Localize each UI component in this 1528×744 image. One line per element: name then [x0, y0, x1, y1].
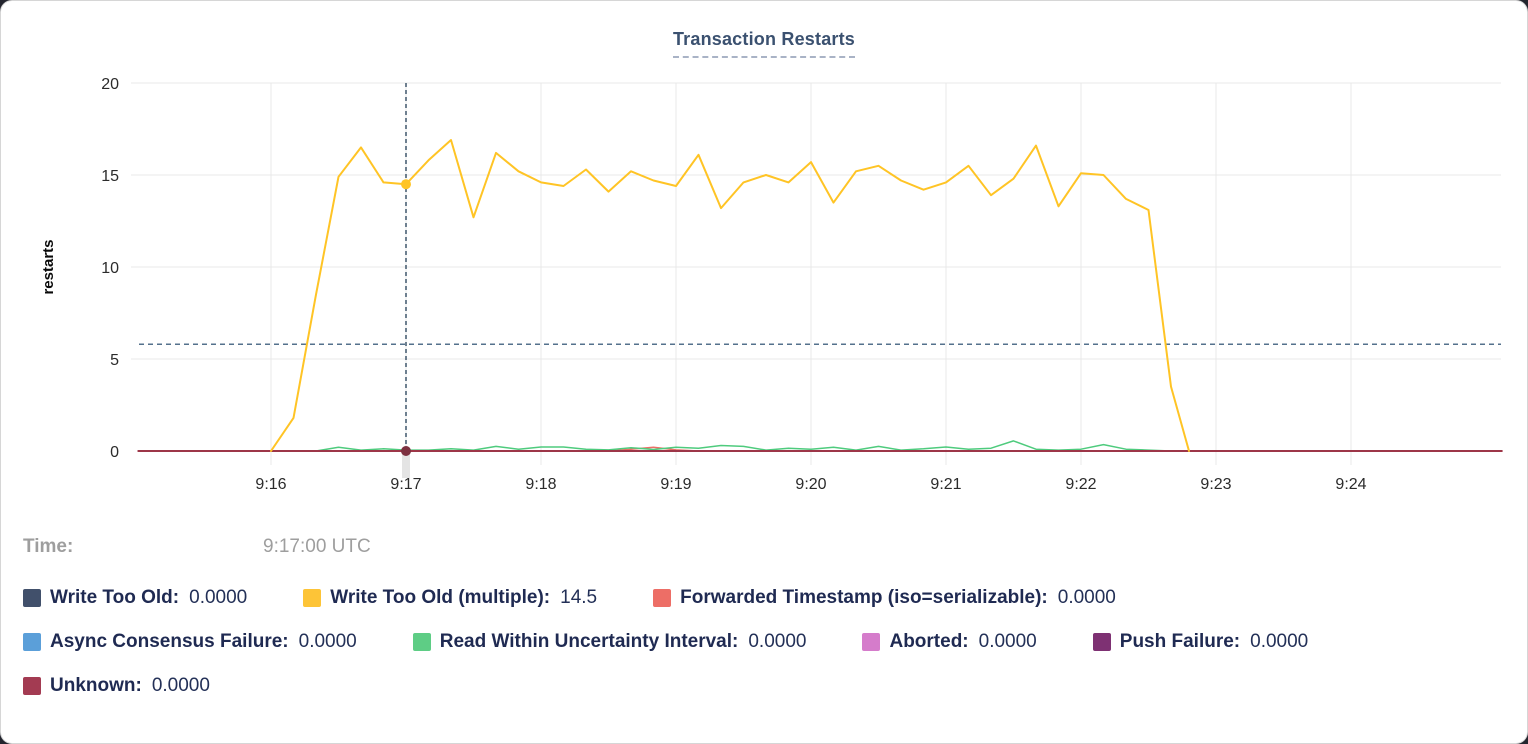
legend-label: Write Too Old: [50, 587, 180, 608]
y-axis-tick-label: 15 [101, 168, 119, 185]
hover-dot-baseline [401, 446, 411, 456]
x-axis-tick-label: 9:24 [1335, 476, 1366, 493]
x-axis-tick-label: 9:22 [1065, 476, 1096, 493]
legend-swatch-forwarded-timestamp-iso-serializable [653, 589, 672, 607]
legend-item-write-too-old: Write Too Old: 0.0000 [23, 587, 247, 609]
x-axis-tick-label: 9:18 [525, 476, 556, 493]
legend-swatch-unknown [23, 677, 41, 695]
legend-item-forwarded-timestamp-iso-serializable: Forwarded Timestamp (iso=serializable): 0… [653, 587, 1116, 609]
legend-row: Unknown: 0.0000 [23, 675, 1513, 697]
hover-axis-tick [402, 452, 410, 478]
legend-row: Write Too Old: 0.0000 Write Too Old (multi… [23, 587, 1513, 609]
legend-label: Read Within Uncertainty Interval: [439, 631, 739, 652]
legend-value: 0.0000 [978, 631, 1037, 652]
x-axis-tick-label: 9:21 [930, 476, 961, 493]
legend-value: 0.0000 [298, 631, 357, 652]
chart-title[interactable]: Transaction Restarts [672, 29, 856, 58]
series-line-write-too-old-multiple- [270, 139, 1190, 452]
legend-swatch-write-too-old-multiple [303, 589, 322, 607]
tooltip-time-value: 9:17:00 UTC [263, 536, 371, 557]
legend-value: 0.0000 [189, 587, 248, 608]
x-axis-tick-label: 9:20 [795, 476, 826, 493]
legend-row: Async Consensus Failure: 0.0000 Read Withi… [23, 631, 1513, 653]
legend-value: 0.0000 [1057, 587, 1116, 608]
x-axis-tick-label: 9:19 [660, 476, 691, 493]
y-axis-title: restarts [40, 239, 57, 294]
legend-item-read-within-uncertainty-interval: Read Within Uncertainty Interval: 0.0000 [412, 631, 807, 653]
tooltip-time-label: Time: [23, 536, 74, 557]
y-axis-tick-label: 0 [110, 444, 119, 461]
legend-label: Aborted: [889, 631, 969, 652]
legend-item-aborted: Aborted: 0.0000 [862, 631, 1037, 653]
legend-label: Unknown: [50, 675, 142, 696]
y-axis-tick-label: 5 [110, 352, 119, 369]
chart-title-wrap: Transaction Restarts [1, 29, 1527, 58]
legend-value: 0.0000 [151, 675, 210, 696]
legend-swatch-aborted [862, 633, 881, 651]
legend-label: Write Too Old (multiple): [330, 587, 551, 608]
chart-canvas[interactable]: 0 5 10 15 20 9:16 9:17 9:18 9:19 9:20 9:21 9:22 9:23… [1, 1, 1528, 506]
x-axis-tick-label: 9:23 [1200, 476, 1231, 493]
legend-item-async-consensus-failure: Async Consensus Failure: 0.0000 [23, 631, 357, 653]
legend-label: Forwarded Timestamp (iso=serializable): [680, 587, 1048, 608]
series-line-read-within-uncertainty-interval [315, 440, 1172, 452]
x-axis-tick-label: 9:17 [390, 476, 421, 493]
hover-dot-highlighted-series [401, 179, 411, 190]
legend-swatch-async-consensus-failure [23, 633, 41, 651]
y-axis-tick-label: 10 [101, 260, 119, 277]
legend-item-unknown: Unknown: 0.0000 [23, 675, 210, 697]
legend-item-write-too-old-multiple: Write Too Old (multiple): 14.5 [303, 587, 597, 609]
tooltip-time-row: Time: 9:17:00 UTC [23, 536, 1503, 560]
legend-swatch-write-too-old [23, 589, 41, 607]
chart-legend: Write Too Old: 0.0000 Write Too Old (multi… [23, 587, 1513, 719]
legend-value: 0.0000 [748, 631, 807, 652]
legend-swatch-push-failure [1092, 633, 1111, 651]
x-axis-tick-label: 9:16 [255, 476, 286, 493]
y-axis-tick-label: 20 [101, 76, 119, 93]
legend-label: Async Consensus Failure: [50, 631, 289, 652]
legend-value: 0.0000 [1250, 631, 1309, 652]
legend-label: Push Failure: [1119, 631, 1241, 652]
legend-item-push-failure: Push Failure: 0.0000 [1092, 631, 1309, 653]
legend-value: 14.5 [560, 587, 598, 608]
legend-swatch-read-within-uncertainty-interval [412, 633, 431, 651]
